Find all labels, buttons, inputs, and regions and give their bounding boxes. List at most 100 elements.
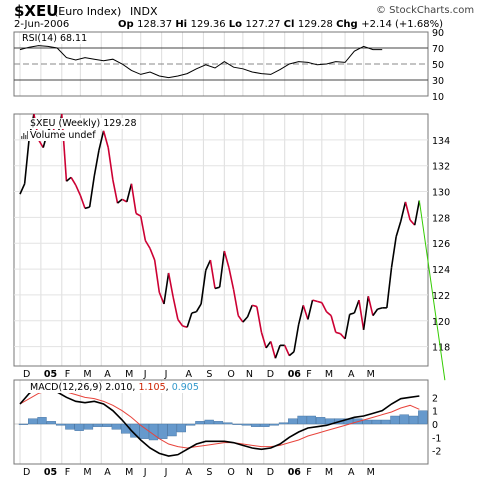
macd-month-label: M bbox=[83, 467, 91, 478]
price-segment bbox=[135, 212, 142, 217]
price-tick-label: 124 bbox=[432, 265, 450, 276]
quote-chg-key: Chg bbox=[336, 19, 362, 30]
macd-histogram-bar bbox=[269, 423, 279, 426]
macd-month-label: M bbox=[325, 467, 333, 478]
price-segment bbox=[344, 314, 351, 340]
price-segment bbox=[177, 319, 184, 327]
price-segment bbox=[349, 312, 355, 316]
price-segment bbox=[93, 150, 100, 177]
price-segment bbox=[242, 316, 249, 323]
quote-lo-key: Lo bbox=[228, 19, 246, 30]
panel-frame bbox=[13, 379, 429, 465]
price-segment bbox=[358, 299, 365, 330]
macd-histogram-bar bbox=[74, 423, 84, 431]
index-name: (Euro Index) bbox=[54, 5, 122, 18]
exchange: INDX bbox=[130, 5, 158, 18]
price-month-label: J bbox=[164, 369, 168, 380]
price-segment bbox=[251, 304, 258, 308]
macd-month-label: D bbox=[267, 467, 274, 478]
panel-frame bbox=[13, 113, 429, 367]
macd-label: MACD(12,26,9) bbox=[30, 382, 103, 393]
quote-lo-value: 127.27 bbox=[245, 19, 284, 30]
price-tick-label: 130 bbox=[432, 188, 450, 199]
price-segment bbox=[19, 183, 26, 195]
macd-month-label: 06 bbox=[288, 467, 302, 478]
macd-month-label: F bbox=[306, 467, 311, 478]
price-segment bbox=[335, 331, 341, 335]
price-month-label: 06 bbox=[288, 369, 302, 380]
price-segment bbox=[153, 259, 161, 293]
macd-line bbox=[19, 385, 420, 457]
rsi-tick-label: 50 bbox=[432, 60, 444, 71]
price-segment bbox=[237, 315, 244, 323]
price-segment bbox=[265, 340, 272, 349]
rsi-line bbox=[19, 45, 383, 79]
macd-histogram-bar bbox=[102, 423, 112, 427]
macd-month-label: D bbox=[23, 467, 30, 478]
quote-hi-key: Hi bbox=[175, 19, 191, 30]
volume-icon-bar bbox=[23, 133, 25, 139]
macd-histogram-bar bbox=[223, 422, 233, 425]
price-segment bbox=[117, 198, 123, 204]
price-segment bbox=[223, 250, 230, 268]
macd-histogram-bar bbox=[148, 423, 159, 441]
price-segment bbox=[218, 250, 226, 288]
price-segment bbox=[84, 206, 90, 210]
price-segment bbox=[246, 304, 253, 318]
price-segment bbox=[70, 176, 77, 186]
macd-histogram-bar bbox=[390, 415, 400, 425]
price-segment bbox=[274, 345, 281, 359]
price-segment bbox=[232, 289, 240, 316]
price-segment bbox=[102, 130, 110, 148]
macd-histogram-bar bbox=[213, 421, 224, 425]
price-segment bbox=[74, 184, 82, 196]
price-month-label: M bbox=[83, 369, 91, 380]
price-tick-label: 132 bbox=[432, 162, 450, 173]
price-segment bbox=[121, 198, 128, 203]
price-month-label: A bbox=[348, 369, 355, 380]
price-segment bbox=[195, 303, 202, 313]
price-segment bbox=[321, 302, 328, 313]
price-segment bbox=[312, 299, 318, 303]
price-segment bbox=[205, 259, 212, 271]
price-segment bbox=[307, 299, 314, 320]
price-segment bbox=[339, 333, 346, 340]
price-segment bbox=[367, 296, 374, 316]
price-month-label: O bbox=[227, 369, 234, 380]
macd-histogram-bar bbox=[65, 423, 75, 430]
macd-histogram-bar bbox=[111, 423, 121, 430]
macd-month-label: S bbox=[206, 467, 212, 478]
price-segment bbox=[395, 221, 402, 237]
macd-month-label: J bbox=[143, 467, 147, 478]
price-segment bbox=[214, 286, 220, 290]
price-tick-label: 120 bbox=[432, 317, 450, 328]
macd-histogram-bar bbox=[278, 422, 289, 425]
price-month-label: A bbox=[104, 369, 111, 380]
macd-histogram-bar bbox=[362, 419, 372, 425]
macd-histogram-bar bbox=[260, 423, 270, 427]
price-segment bbox=[297, 305, 305, 325]
price-segment bbox=[256, 306, 263, 333]
price-segment bbox=[191, 310, 197, 314]
macd-histogram-bar bbox=[46, 421, 56, 425]
macd-month-label: O bbox=[227, 467, 234, 478]
price-segment bbox=[325, 311, 332, 317]
price-segment bbox=[283, 344, 291, 356]
macd-value: 2.010 bbox=[105, 382, 133, 393]
macd-histogram-bar bbox=[167, 423, 177, 437]
price-month-label: J bbox=[143, 369, 147, 380]
trend-projection-line bbox=[418, 200, 446, 381]
price-month-label: M bbox=[367, 369, 375, 380]
price-segment bbox=[413, 200, 421, 226]
price-segment bbox=[228, 267, 235, 290]
price-month-label: F bbox=[306, 369, 311, 380]
macd-histogram-bar bbox=[18, 423, 29, 425]
price-segment bbox=[130, 183, 137, 214]
macd-legend: MACD(12,26,9) 2.010, 1.105, 0.905 bbox=[28, 382, 201, 393]
macd-histogram-bar bbox=[93, 423, 103, 427]
volume-icon-bar bbox=[27, 131, 29, 139]
price-segment bbox=[200, 270, 207, 305]
macd-histogram-bar bbox=[241, 423, 251, 426]
macd-histogram-bar bbox=[232, 423, 242, 425]
